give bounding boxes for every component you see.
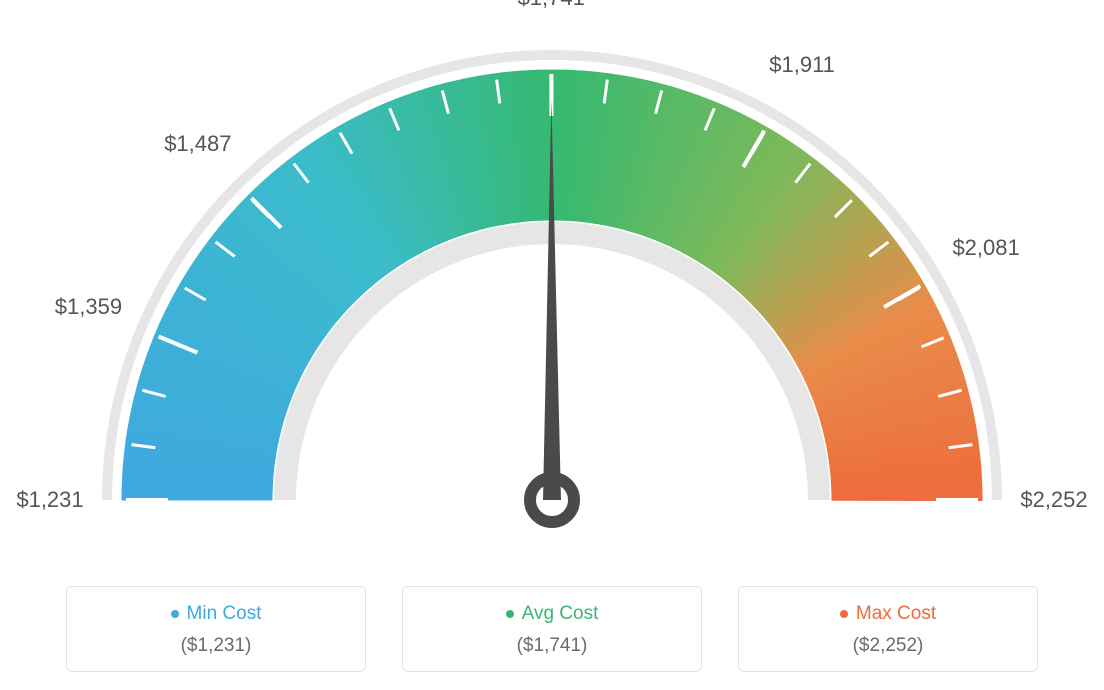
legend-dot-max: [840, 610, 848, 618]
legend-value-min: ($1,231): [77, 635, 355, 657]
legend-card-max: Max Cost ($2,252): [738, 586, 1038, 672]
legend-title-min-text: Min Cost: [187, 603, 262, 625]
gauge-tick-label: $1,487: [164, 131, 231, 157]
gauge-tick-label: $2,081: [952, 235, 1019, 261]
gauge-tick-label: $1,741: [518, 0, 585, 11]
legend-title-avg-text: Avg Cost: [522, 603, 599, 625]
legend-title-min: Min Cost: [171, 603, 262, 625]
legend-value-max: ($2,252): [749, 635, 1027, 657]
legend-title-avg: Avg Cost: [506, 603, 599, 625]
legend-card-min: Min Cost ($1,231): [66, 586, 366, 672]
gauge-tick-label: $1,231: [16, 487, 83, 513]
gauge-chart: $1,231 $1,359 $1,487 $1,741 $1,911 $2,081 $2,2…: [0, 0, 1104, 560]
legend-dot-min: [171, 610, 179, 618]
gauge-tick-label: $1,911: [769, 52, 835, 78]
legend-value-avg: ($1,741): [413, 635, 691, 657]
gauge-tick-label: $1,359: [55, 294, 122, 320]
legend-title-max-text: Max Cost: [856, 603, 936, 625]
legend-card-avg: Avg Cost ($1,741): [402, 586, 702, 672]
gauge-tick-label: $2,252: [1020, 487, 1087, 513]
legend-title-max: Max Cost: [840, 603, 936, 625]
gauge-svg: [0, 0, 1104, 560]
legend-row: Min Cost ($1,231) Avg Cost ($1,741) Max …: [0, 586, 1104, 672]
legend-dot-avg: [506, 610, 514, 618]
